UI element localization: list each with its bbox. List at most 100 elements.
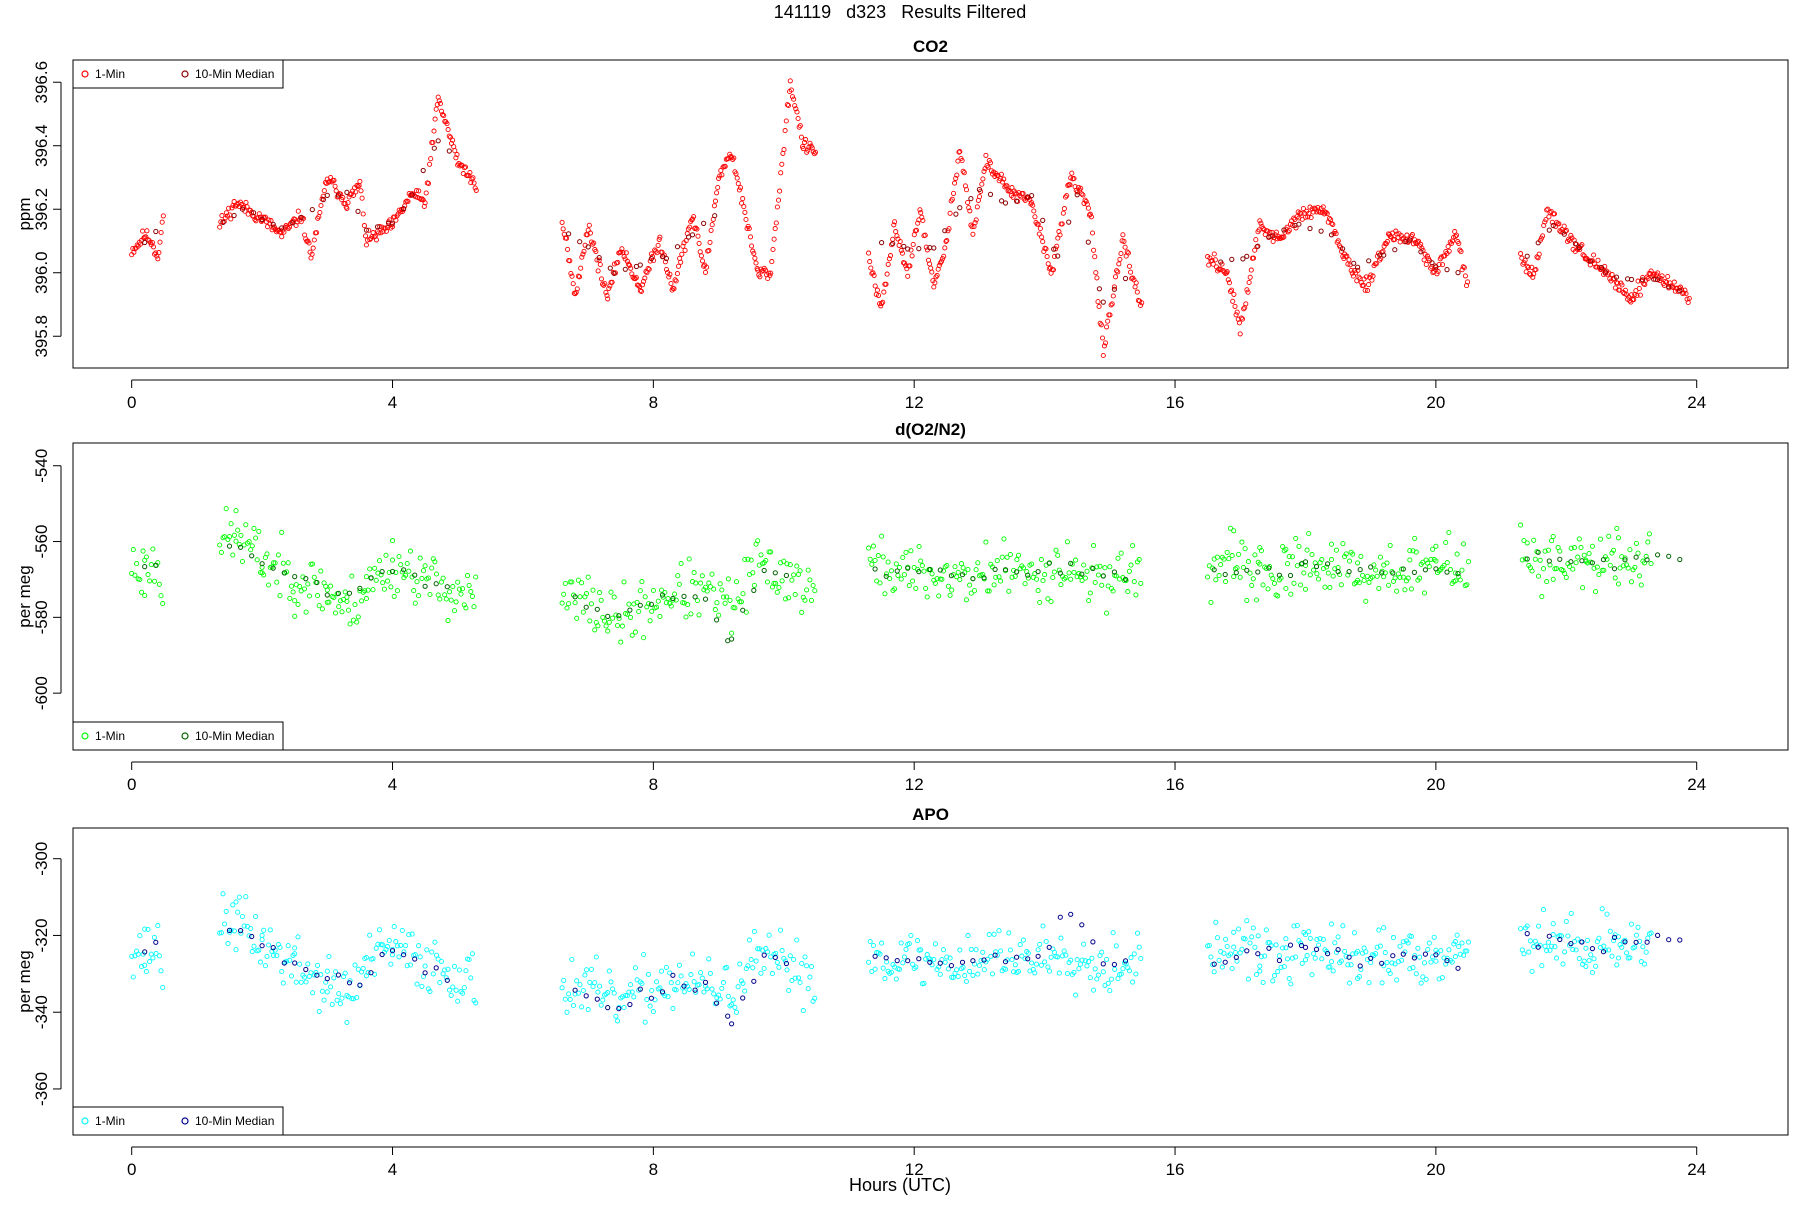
one-min-point xyxy=(1524,923,1530,929)
one-min-point xyxy=(1637,938,1643,944)
one-min-point xyxy=(566,601,572,607)
ten-min-median-point xyxy=(1644,557,1650,563)
one-min-point xyxy=(1243,301,1249,307)
one-min-point xyxy=(1374,573,1380,579)
one-min-point xyxy=(344,1019,350,1026)
one-min-point xyxy=(473,187,479,193)
one-min-point xyxy=(347,621,353,627)
one-min-point xyxy=(156,953,162,959)
one-min-point xyxy=(1620,563,1626,569)
one-min-point xyxy=(332,969,339,975)
one-min-point xyxy=(1646,531,1652,537)
one-min-point xyxy=(1540,566,1547,572)
ten-min-median-point xyxy=(981,957,987,963)
one-min-point xyxy=(1118,550,1124,556)
one-min-point xyxy=(1138,302,1144,309)
one-min-point xyxy=(1263,927,1269,933)
one-min-point xyxy=(1226,280,1232,286)
one-min-point xyxy=(1522,257,1528,263)
one-min-point xyxy=(875,553,881,559)
one-min-point xyxy=(1111,284,1117,290)
one-min-point xyxy=(1045,261,1051,267)
one-min-point xyxy=(714,600,720,606)
one-min-point xyxy=(1086,598,1092,604)
one-min-point xyxy=(880,299,886,305)
one-min-point xyxy=(781,558,787,564)
one-min-point xyxy=(746,937,753,943)
ten-min-median-point xyxy=(992,952,998,958)
one-min-point xyxy=(233,947,239,953)
ten-min-median-point xyxy=(1266,945,1272,951)
one-min-point xyxy=(729,630,735,636)
one-min-point xyxy=(1098,322,1104,328)
one-min-point xyxy=(1138,955,1144,962)
one-min-point xyxy=(733,1009,740,1015)
one-min-point xyxy=(1231,929,1237,935)
one-min-point xyxy=(466,956,472,963)
one-min-point xyxy=(575,577,581,583)
one-min-point xyxy=(1007,947,1013,953)
one-min-point xyxy=(1126,568,1132,574)
one-min-point xyxy=(906,583,912,589)
one-min-point xyxy=(1051,253,1058,260)
one-min-point xyxy=(153,250,159,256)
one-min-point xyxy=(1346,980,1353,986)
one-min-point xyxy=(432,116,438,122)
one-min-point xyxy=(693,580,699,586)
one-min-point xyxy=(641,951,647,958)
one-min-point xyxy=(960,565,966,571)
one-min-point xyxy=(328,984,334,990)
one-min-point xyxy=(1080,192,1086,198)
one-min-point xyxy=(1415,945,1421,951)
one-min-point xyxy=(331,177,337,183)
one-min-point xyxy=(1007,551,1013,558)
one-min-point xyxy=(676,962,682,968)
one-min-point xyxy=(779,578,785,584)
one-min-point xyxy=(1369,574,1375,580)
one-min-point xyxy=(1044,254,1050,260)
one-min-point xyxy=(285,943,291,949)
one-min-point xyxy=(882,976,888,982)
ten-min-median-point xyxy=(689,232,696,238)
one-min-point xyxy=(266,942,272,948)
ten-min-median-point xyxy=(1568,559,1574,565)
one-min-point xyxy=(914,938,921,944)
one-min-point xyxy=(442,592,448,598)
one-min-point xyxy=(301,586,308,592)
one-min-point xyxy=(389,224,396,230)
one-min-point xyxy=(866,250,872,256)
one-min-point xyxy=(611,594,617,600)
one-min-point xyxy=(1120,232,1126,238)
one-min-point xyxy=(316,603,322,609)
one-min-point xyxy=(1645,935,1651,941)
one-min-point xyxy=(1384,560,1390,566)
one-min-point xyxy=(1300,205,1306,212)
ten-min-median-point xyxy=(1587,258,1594,264)
one-min-point xyxy=(1454,932,1460,938)
one-min-point xyxy=(256,211,262,217)
one-min-point xyxy=(742,209,748,215)
one-min-point xyxy=(673,278,679,284)
one-min-point xyxy=(1000,179,1006,185)
one-min-point xyxy=(1413,549,1419,555)
ten-min-median-point xyxy=(1524,931,1530,937)
one-min-point xyxy=(393,939,399,945)
one-min-point xyxy=(913,964,919,970)
ten-min-median-point xyxy=(1090,939,1096,945)
ten-min-median-point xyxy=(1111,569,1118,575)
one-min-point xyxy=(233,899,239,905)
one-min-point xyxy=(441,113,447,119)
one-min-point xyxy=(1043,246,1049,252)
one-min-point xyxy=(422,563,428,569)
one-min-point xyxy=(1214,554,1220,560)
one-min-point xyxy=(787,78,793,84)
one-min-point xyxy=(151,934,158,940)
one-min-point xyxy=(274,953,280,959)
one-min-point xyxy=(872,557,878,564)
one-min-point xyxy=(334,997,340,1003)
one-min-point xyxy=(789,977,795,984)
ten-min-median-point xyxy=(1400,951,1406,957)
one-min-point xyxy=(254,557,260,563)
one-min-point xyxy=(367,566,373,572)
one-min-point xyxy=(145,926,151,933)
